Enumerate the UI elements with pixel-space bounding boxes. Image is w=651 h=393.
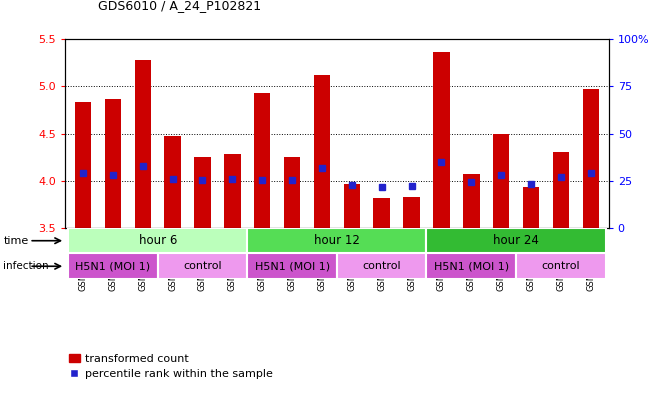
Bar: [463, 174, 480, 228]
Bar: [254, 93, 270, 228]
Bar: [314, 75, 330, 228]
Bar: [247, 253, 337, 279]
Bar: [493, 134, 509, 228]
Text: control: control: [363, 261, 401, 271]
Text: hour 24: hour 24: [493, 234, 539, 247]
Bar: [165, 136, 181, 228]
Bar: [105, 99, 121, 228]
Bar: [583, 89, 599, 228]
Text: time: time: [3, 236, 29, 246]
Bar: [247, 228, 426, 253]
Legend: transformed count, percentile rank within the sample: transformed count, percentile rank withi…: [64, 349, 277, 384]
Text: H5N1 (MOI 1): H5N1 (MOI 1): [255, 261, 329, 271]
Bar: [426, 228, 605, 253]
Bar: [75, 103, 91, 228]
Bar: [426, 253, 516, 279]
Bar: [516, 253, 605, 279]
Bar: [523, 187, 539, 228]
Bar: [224, 154, 241, 228]
Bar: [194, 157, 211, 228]
Text: hour 6: hour 6: [139, 234, 177, 247]
Bar: [344, 184, 360, 228]
Bar: [158, 253, 247, 279]
Bar: [553, 152, 569, 228]
Bar: [433, 51, 450, 228]
Bar: [68, 228, 247, 253]
Text: hour 12: hour 12: [314, 234, 360, 247]
Bar: [68, 253, 158, 279]
Text: GDS6010 / A_24_P102821: GDS6010 / A_24_P102821: [98, 0, 261, 12]
Text: control: control: [183, 261, 222, 271]
Bar: [374, 198, 390, 228]
Bar: [284, 157, 300, 228]
Text: H5N1 (MOI 1): H5N1 (MOI 1): [434, 261, 509, 271]
Bar: [337, 253, 426, 279]
Bar: [404, 197, 420, 228]
Text: infection: infection: [3, 261, 49, 271]
Text: control: control: [542, 261, 580, 271]
Text: H5N1 (MOI 1): H5N1 (MOI 1): [76, 261, 150, 271]
Bar: [135, 60, 151, 228]
